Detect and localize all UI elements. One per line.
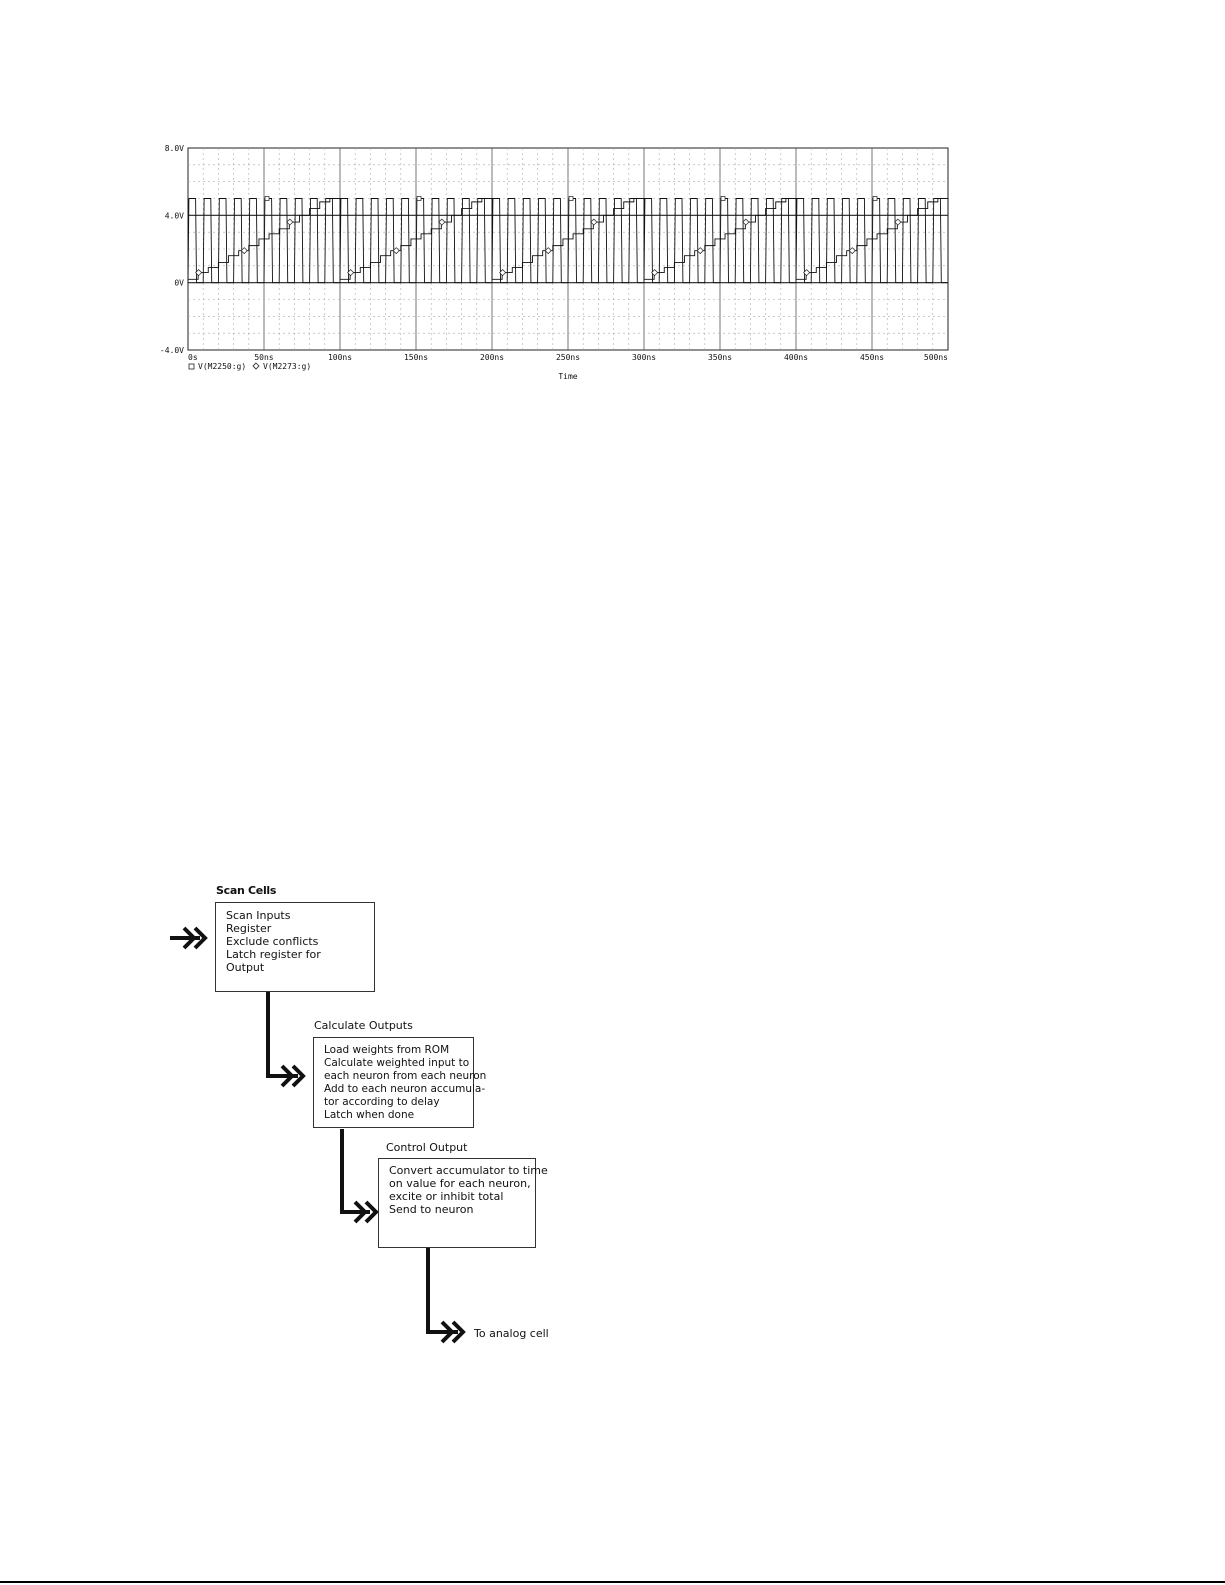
- series-2-marker: [347, 269, 355, 277]
- series-2-marker: [438, 218, 446, 226]
- calc-line: Add to each neuron accumula-: [324, 1083, 486, 1095]
- plot-traces: [187, 198, 949, 284]
- series-square-wave: [187, 198, 948, 284]
- x-axis-label: Time: [558, 372, 577, 381]
- control-output-title: Control Output: [386, 1141, 468, 1154]
- series-1-marker: [416, 196, 422, 201]
- series-2-marker: [286, 218, 294, 226]
- y-tick-labels: 8.0V 4.0V 0V -4.0V: [160, 144, 184, 355]
- series-2-marker: [499, 269, 507, 277]
- to-analog-cell-label: To analog cell: [474, 1327, 549, 1340]
- legend-square-marker: [188, 363, 195, 370]
- x-tick-label: 500ns: [924, 353, 948, 362]
- series-2-marker: [544, 247, 552, 255]
- series-1-marker: [720, 196, 726, 201]
- y-tick-label: 0V: [174, 279, 184, 288]
- x-tick-label: 400ns: [784, 353, 808, 362]
- calculate-outputs-title: Calculate Outputs: [314, 1019, 413, 1032]
- x-tick-label: 200ns: [480, 353, 504, 362]
- series-1-marker: [872, 196, 878, 201]
- legend-series-2: V(M2273:g): [263, 362, 311, 371]
- control-output-box: Convert accumulator to time on value for…: [378, 1158, 548, 1248]
- plot-markers: [195, 196, 902, 277]
- series-1-marker: [264, 196, 270, 201]
- calc-line: Calculate weighted input to: [324, 1057, 470, 1069]
- series-2-marker: [894, 218, 902, 226]
- calc-line: Load weights from ROM: [324, 1044, 450, 1056]
- scan-line: Latch register for: [226, 948, 321, 961]
- voltage-time-chart: 8.0V 4.0V 0V -4.0V 0s 50ns 100ns 150ns 200ns 250…: [160, 144, 949, 381]
- scan-line: Register: [226, 922, 272, 935]
- series-2-marker: [195, 269, 203, 277]
- calc-line: each neuron from each neuron: [324, 1070, 487, 1082]
- series-2-marker: [392, 247, 400, 255]
- calc-line: Latch when done: [324, 1109, 415, 1121]
- series-1-marker: [568, 196, 574, 201]
- page-bottom-rule: [0, 1581, 1225, 1583]
- x-tick-label: 0s: [188, 353, 198, 362]
- control-line: Send to neuron: [389, 1203, 474, 1216]
- x-tick-label: 150ns: [404, 353, 428, 362]
- y-tick-label: -4.0V: [160, 346, 184, 355]
- series-2-marker: [803, 269, 811, 277]
- scan-line: Scan Inputs: [226, 909, 291, 922]
- scan-line: Exclude conflicts: [226, 935, 319, 948]
- x-tick-label: 50ns: [254, 353, 273, 362]
- series-2-marker: [240, 247, 248, 255]
- control-line: Convert accumulator to time: [389, 1164, 548, 1177]
- x-tick-label: 300ns: [632, 353, 656, 362]
- x-tick-label: 450ns: [860, 353, 884, 362]
- series-staircase: [188, 198, 949, 280]
- connector-control-to-analog: [426, 1248, 466, 1344]
- calculate-outputs-box: Load weights from ROM Calculate weighted…: [313, 1037, 487, 1128]
- legend-series-1: V(M2250:g): [198, 362, 246, 371]
- connector-calc-to-control: [340, 1129, 379, 1224]
- x-tick-label: 250ns: [556, 353, 580, 362]
- legend-diamond-marker: [252, 362, 260, 370]
- legend: V(M2250:g) V(M2273:g): [188, 362, 311, 371]
- series-2-marker: [848, 247, 856, 255]
- x-tick-label: 100ns: [328, 353, 352, 362]
- x-tick-label: 350ns: [708, 353, 732, 362]
- connector-scan-to-calc: [266, 992, 306, 1088]
- entry-arrow: [170, 926, 208, 950]
- scan-cells-box: Scan Inputs Register Exclude conflicts L…: [215, 902, 375, 992]
- calc-line: tor according to delay: [324, 1096, 440, 1108]
- series-2-marker: [651, 269, 659, 277]
- series-2-marker: [696, 247, 704, 255]
- x-tick-labels: 0s 50ns 100ns 150ns 200ns 250ns 300ns 350ns 400n…: [188, 353, 948, 362]
- series-2-marker: [590, 218, 598, 226]
- control-line: excite or inhibit total: [389, 1190, 504, 1203]
- scan-cells-title: Scan Cells: [216, 884, 277, 897]
- series-2-marker: [742, 218, 750, 226]
- scan-line: Output: [226, 961, 265, 974]
- y-tick-label: 4.0V: [165, 211, 184, 220]
- y-tick-label: 8.0V: [165, 144, 184, 153]
- control-line: on value for each neuron,: [389, 1177, 531, 1190]
